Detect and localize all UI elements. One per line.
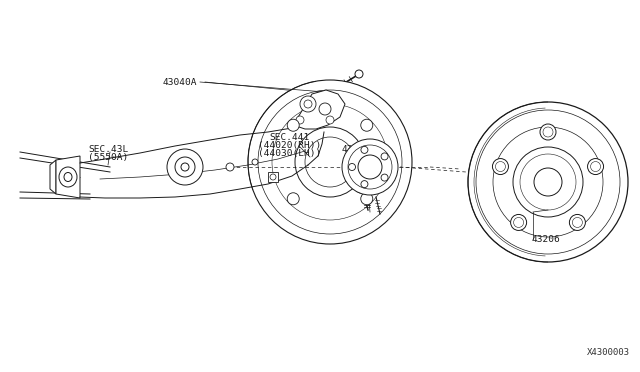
Circle shape xyxy=(167,149,203,185)
Ellipse shape xyxy=(64,173,72,182)
Circle shape xyxy=(349,164,355,170)
Circle shape xyxy=(540,124,556,140)
Circle shape xyxy=(361,193,372,205)
Circle shape xyxy=(468,102,628,262)
Circle shape xyxy=(296,116,304,124)
Circle shape xyxy=(270,174,276,180)
Circle shape xyxy=(326,116,334,124)
Polygon shape xyxy=(268,172,278,182)
Polygon shape xyxy=(355,150,390,184)
Text: (5550A): (5550A) xyxy=(88,153,128,162)
Ellipse shape xyxy=(354,179,390,189)
Circle shape xyxy=(381,174,388,181)
Text: (44020(RH)): (44020(RH)) xyxy=(259,141,322,150)
Circle shape xyxy=(175,157,195,177)
Text: 43206: 43206 xyxy=(532,234,561,244)
Circle shape xyxy=(342,139,398,195)
Ellipse shape xyxy=(59,167,77,187)
Circle shape xyxy=(287,193,300,205)
Text: 43222: 43222 xyxy=(342,145,371,154)
Circle shape xyxy=(570,214,586,230)
Circle shape xyxy=(511,214,527,230)
Text: 43040A: 43040A xyxy=(163,77,197,87)
Circle shape xyxy=(492,158,508,174)
Ellipse shape xyxy=(354,145,390,155)
Circle shape xyxy=(287,119,300,131)
Circle shape xyxy=(361,146,368,153)
Circle shape xyxy=(300,96,316,112)
Circle shape xyxy=(181,163,189,171)
Text: (44030(LH)): (44030(LH)) xyxy=(259,149,322,158)
Polygon shape xyxy=(50,160,56,194)
Circle shape xyxy=(226,163,234,171)
Circle shape xyxy=(356,183,366,193)
Text: SEC.441: SEC.441 xyxy=(270,133,310,142)
Circle shape xyxy=(361,181,368,187)
Circle shape xyxy=(361,119,372,131)
Circle shape xyxy=(304,100,312,108)
Circle shape xyxy=(319,103,331,115)
Circle shape xyxy=(381,153,388,160)
Circle shape xyxy=(305,137,355,187)
Circle shape xyxy=(258,90,402,234)
Circle shape xyxy=(588,158,604,174)
Text: 43202: 43202 xyxy=(342,163,371,172)
Circle shape xyxy=(358,155,382,179)
Polygon shape xyxy=(56,156,80,198)
Circle shape xyxy=(513,147,583,217)
Text: SEC.43L: SEC.43L xyxy=(88,145,128,154)
Polygon shape xyxy=(293,90,345,129)
Circle shape xyxy=(534,168,562,196)
Circle shape xyxy=(295,127,365,197)
Circle shape xyxy=(252,159,258,165)
Circle shape xyxy=(348,145,392,189)
Circle shape xyxy=(355,70,363,78)
Circle shape xyxy=(248,80,412,244)
Text: X4300003: X4300003 xyxy=(587,348,630,357)
